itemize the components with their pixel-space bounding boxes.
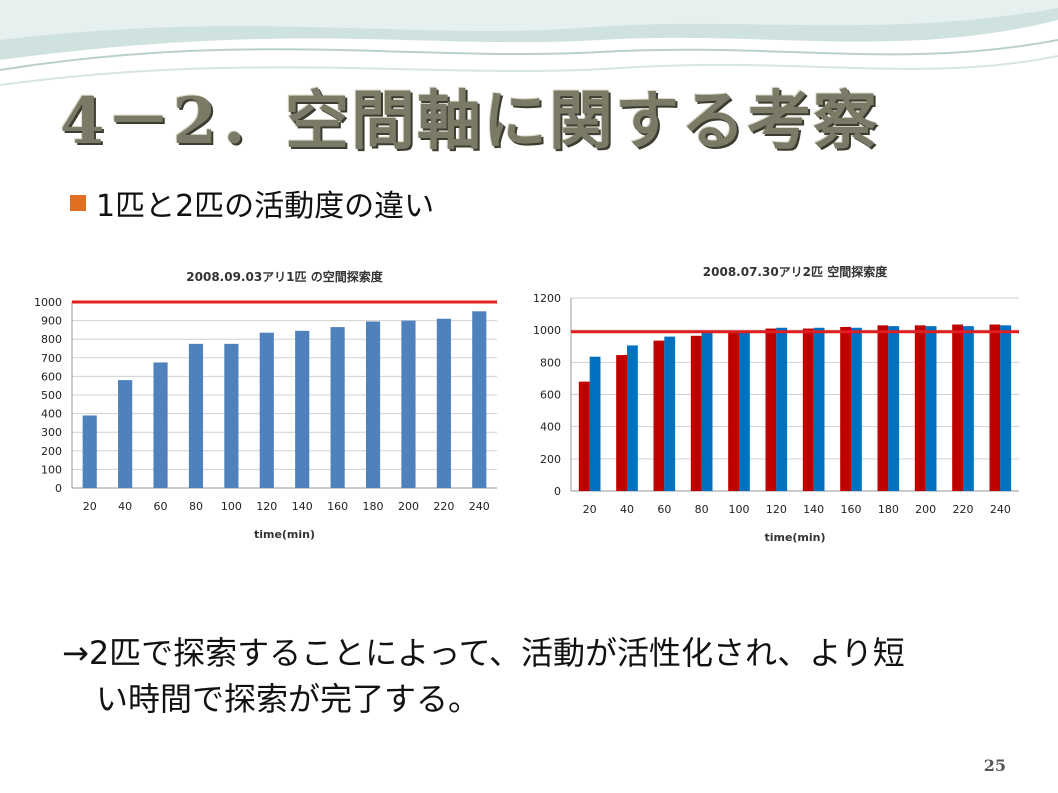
x-tick-label: 140 xyxy=(803,503,824,516)
bullet-square-icon xyxy=(70,195,86,211)
x-tick-label: 240 xyxy=(990,503,1011,516)
chart-single-ant: 2008.09.03アリ1匹 の空間探索度 0 100 200 300 400 500 600… xyxy=(27,256,512,552)
x-tick-label: 220 xyxy=(953,503,974,516)
bar xyxy=(664,336,676,491)
bar xyxy=(776,327,788,491)
chart-two-ants-svg: 2008.07.30アリ2匹 空間探索度 0 200 400 600 800 1000 120… xyxy=(533,264,1019,544)
x-tick-label: 240 xyxy=(469,500,490,513)
x-tick-label: 220 xyxy=(433,500,454,513)
x-tick-label: 180 xyxy=(878,503,899,516)
bar xyxy=(989,324,1001,491)
bar xyxy=(802,328,814,491)
chart-title: 2008.09.03アリ1匹 の空間探索度 xyxy=(186,269,383,284)
x-tick-label: 60 xyxy=(657,503,671,516)
x-tick-label: 120 xyxy=(256,500,277,513)
y-tick-label: 200 xyxy=(540,453,561,466)
y-tick-label: 300 xyxy=(41,426,62,439)
bar xyxy=(925,326,937,491)
y-tick-label: 1200 xyxy=(533,292,561,305)
x-axis-label: time(min) xyxy=(764,531,825,544)
x-tick-label: 140 xyxy=(292,500,313,513)
chart-two-ants: 2008.07.30アリ2匹 空間探索度 0 200 400 600 800 1000 120… xyxy=(521,256,1026,552)
conclusion-line2: い時間で探索が完了する。 xyxy=(96,680,481,718)
x-tick-label: 180 xyxy=(363,500,384,513)
x-tick-label: 160 xyxy=(841,503,862,516)
x-tick-label: 80 xyxy=(189,500,203,513)
y-tick-label: 700 xyxy=(41,352,62,365)
bar xyxy=(616,355,627,491)
y-tick-label: 0 xyxy=(554,485,561,498)
bullet-row: 1匹と2匹の活動度の違い xyxy=(70,183,435,224)
conclusion-line1: →2匹で探索することによって、活動が活性化され、より短 xyxy=(62,634,905,672)
y-tick-label: 1000 xyxy=(533,324,561,337)
y-tick-label: 600 xyxy=(540,389,561,402)
bar xyxy=(330,327,345,488)
x-tick-label: 40 xyxy=(620,503,634,516)
bar xyxy=(952,324,963,491)
y-tick-label: 200 xyxy=(41,445,62,458)
y-tick-label: 800 xyxy=(41,333,62,346)
bar xyxy=(690,335,702,491)
y-tick-label: 600 xyxy=(41,370,62,383)
chart-single-ant-svg: 2008.09.03アリ1匹 の空間探索度 0 100 200 300 400 500 600… xyxy=(34,269,497,541)
y-tick-label: 0 xyxy=(55,482,62,495)
bar xyxy=(627,345,638,491)
bar xyxy=(728,330,739,491)
bar xyxy=(82,415,97,488)
conclusion: →2匹で探索することによって、活動が活性化され、より短 い時間で探索が完了する。 xyxy=(62,630,1022,722)
bar xyxy=(963,326,974,491)
y-tick-label: 400 xyxy=(540,421,561,434)
chart-title: 2008.07.30アリ2匹 空間探索度 xyxy=(703,264,888,279)
bar xyxy=(739,330,750,491)
x-tick-label: 60 xyxy=(154,500,168,513)
x-tick-label: 200 xyxy=(915,503,936,516)
y-tick-label: 1000 xyxy=(34,296,62,309)
bar xyxy=(365,321,381,488)
x-tick-label: 120 xyxy=(766,503,787,516)
bar xyxy=(259,332,274,488)
bar xyxy=(295,330,310,488)
bar xyxy=(436,318,451,488)
bar xyxy=(813,327,825,491)
x-tick-label: 200 xyxy=(398,500,419,513)
wave-decoration xyxy=(0,0,1058,86)
bar xyxy=(224,343,239,488)
bar xyxy=(118,380,133,488)
slide-title: 4－2．空間軸に関する考察 xyxy=(60,84,880,159)
x-tick-label: 100 xyxy=(221,500,242,513)
page-number: 25 xyxy=(983,756,1006,775)
x-tick-label: 40 xyxy=(118,500,132,513)
x-tick-label: 20 xyxy=(83,500,97,513)
y-tick-label: 800 xyxy=(540,356,561,369)
bar xyxy=(877,325,889,491)
bar xyxy=(765,328,777,491)
x-tick-label: 80 xyxy=(695,503,709,516)
bar xyxy=(840,326,851,491)
x-tick-label: 160 xyxy=(327,500,348,513)
bullet-text: 1匹と2匹の活動度の違い xyxy=(96,189,435,224)
y-tick-label: 100 xyxy=(41,463,62,476)
bar xyxy=(188,343,204,488)
bar xyxy=(1000,325,1012,491)
y-tick-label: 900 xyxy=(41,315,62,328)
bar xyxy=(472,311,487,488)
bar xyxy=(153,362,168,488)
x-tick-label: 100 xyxy=(729,503,750,516)
x-axis-label: time(min) xyxy=(254,528,315,541)
y-tick-label: 500 xyxy=(41,389,62,402)
bar xyxy=(888,326,900,491)
bar xyxy=(401,320,416,488)
y-tick-label: 400 xyxy=(41,408,62,421)
bar xyxy=(589,356,601,491)
bar xyxy=(851,327,862,491)
bar xyxy=(578,381,590,491)
x-tick-label: 20 xyxy=(583,503,597,516)
bar xyxy=(653,340,665,491)
bar xyxy=(914,325,926,491)
bar xyxy=(701,332,713,491)
